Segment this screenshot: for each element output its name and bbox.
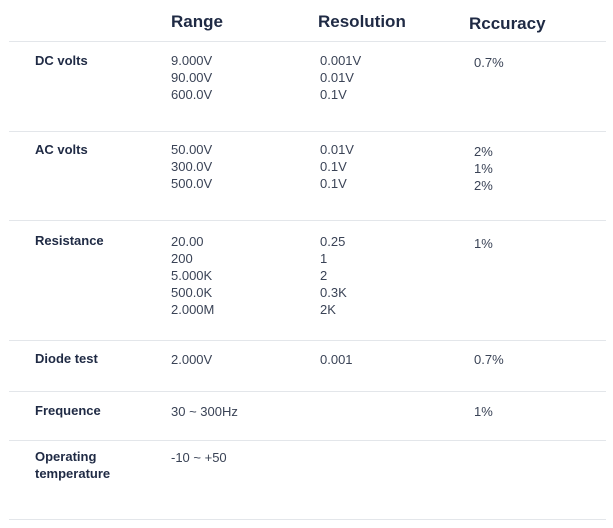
table-row: Resistance 20.00 200 5.000K 500.0K 2.000… <box>9 221 606 341</box>
range-value: 90.00V <box>171 70 213 85</box>
table-row: Diode test 2.000V 0.001 0.7% <box>9 341 606 392</box>
range-value: 600.0V <box>171 87 213 102</box>
header-range: Range <box>171 12 223 31</box>
resolution-value: 0.1V <box>320 176 347 191</box>
row-label: AC volts <box>35 142 88 157</box>
accuracy-value: 1% <box>474 236 493 251</box>
resolution-value: 2K <box>320 302 336 317</box>
row-label: Diode test <box>35 351 98 366</box>
accuracy-value: 2% <box>474 178 493 193</box>
accuracy-cell: 0.7% <box>474 54 504 71</box>
spec-table: Range Resolution Rccuracy DC volts 9.000… <box>9 0 606 520</box>
range-value: 9.000V <box>171 53 213 68</box>
range-value: 500.0V <box>171 176 213 191</box>
range-value: 5.000K <box>171 268 213 283</box>
range-cell: 50.00V 300.0V 500.0V <box>171 141 212 192</box>
resolution-value: 0.1V <box>320 87 347 102</box>
table-row: Operating temperature -10 ~ +50 <box>9 441 606 520</box>
accuracy-cell: 1% <box>474 235 493 252</box>
range-value: 2.000V <box>171 352 213 367</box>
range-value: 500.0K <box>171 285 213 300</box>
range-cell: 9.000V 90.00V 600.0V <box>171 52 212 103</box>
range-value: 20.00 <box>171 234 204 249</box>
accuracy-cell: 0.7% <box>474 351 504 368</box>
resolution-value: 0.001V <box>320 53 362 68</box>
resolution-value: 0.1V <box>320 159 347 174</box>
accuracy-value: 0.7% <box>474 352 504 367</box>
range-cell: -10 ~ +50 <box>171 449 227 466</box>
range-value: 30 ~ 300Hz <box>171 404 238 419</box>
resolution-value: 0.001 <box>320 352 353 367</box>
resolution-value: 0.3K <box>320 285 347 300</box>
range-value: 200 <box>171 251 193 266</box>
accuracy-value: 0.7% <box>474 55 504 70</box>
range-value: 2.000M <box>171 302 215 317</box>
row-label: Resistance <box>35 233 104 248</box>
accuracy-value: 1% <box>474 404 493 419</box>
resolution-value: 0.01V <box>320 142 354 157</box>
range-value: 50.00V <box>171 142 213 157</box>
accuracy-value: 1% <box>474 161 493 176</box>
row-label: Frequence <box>35 403 101 418</box>
range-cell: 2.000V <box>171 351 212 368</box>
range-value: -10 ~ +50 <box>171 450 227 465</box>
resolution-cell: 0.25 1 2 0.3K 2K <box>320 233 347 318</box>
range-value: 300.0V <box>171 159 213 174</box>
row-label: DC volts <box>35 53 88 68</box>
accuracy-cell: 2% 1% 2% <box>474 143 493 194</box>
resolution-value: 0.25 <box>320 234 346 249</box>
accuracy-value: 2% <box>474 144 493 159</box>
table-row: AC volts 50.00V 300.0V 500.0V 0.01V 0.1V… <box>9 132 606 221</box>
resolution-value: 2 <box>320 268 328 283</box>
range-cell: 30 ~ 300Hz <box>171 403 238 420</box>
resolution-cell: 0.01V 0.1V 0.1V <box>320 141 354 192</box>
table-row: DC volts 9.000V 90.00V 600.0V 0.001V 0.0… <box>9 42 606 132</box>
row-label: Operating temperature <box>35 449 111 481</box>
table-row: Frequence 30 ~ 300Hz 1% <box>9 392 606 441</box>
resolution-cell: 0.001V 0.01V 0.1V <box>320 52 361 103</box>
resolution-cell: 0.001 <box>320 351 353 368</box>
table-header: Range Resolution Rccuracy <box>9 0 606 42</box>
accuracy-cell: 1% <box>474 403 493 420</box>
range-cell: 20.00 200 5.000K 500.0K 2.000M <box>171 233 214 318</box>
header-resolution: Resolution <box>318 12 406 31</box>
header-accuracy: Rccuracy <box>469 14 546 33</box>
resolution-value: 0.01V <box>320 70 354 85</box>
resolution-value: 1 <box>320 251 328 266</box>
